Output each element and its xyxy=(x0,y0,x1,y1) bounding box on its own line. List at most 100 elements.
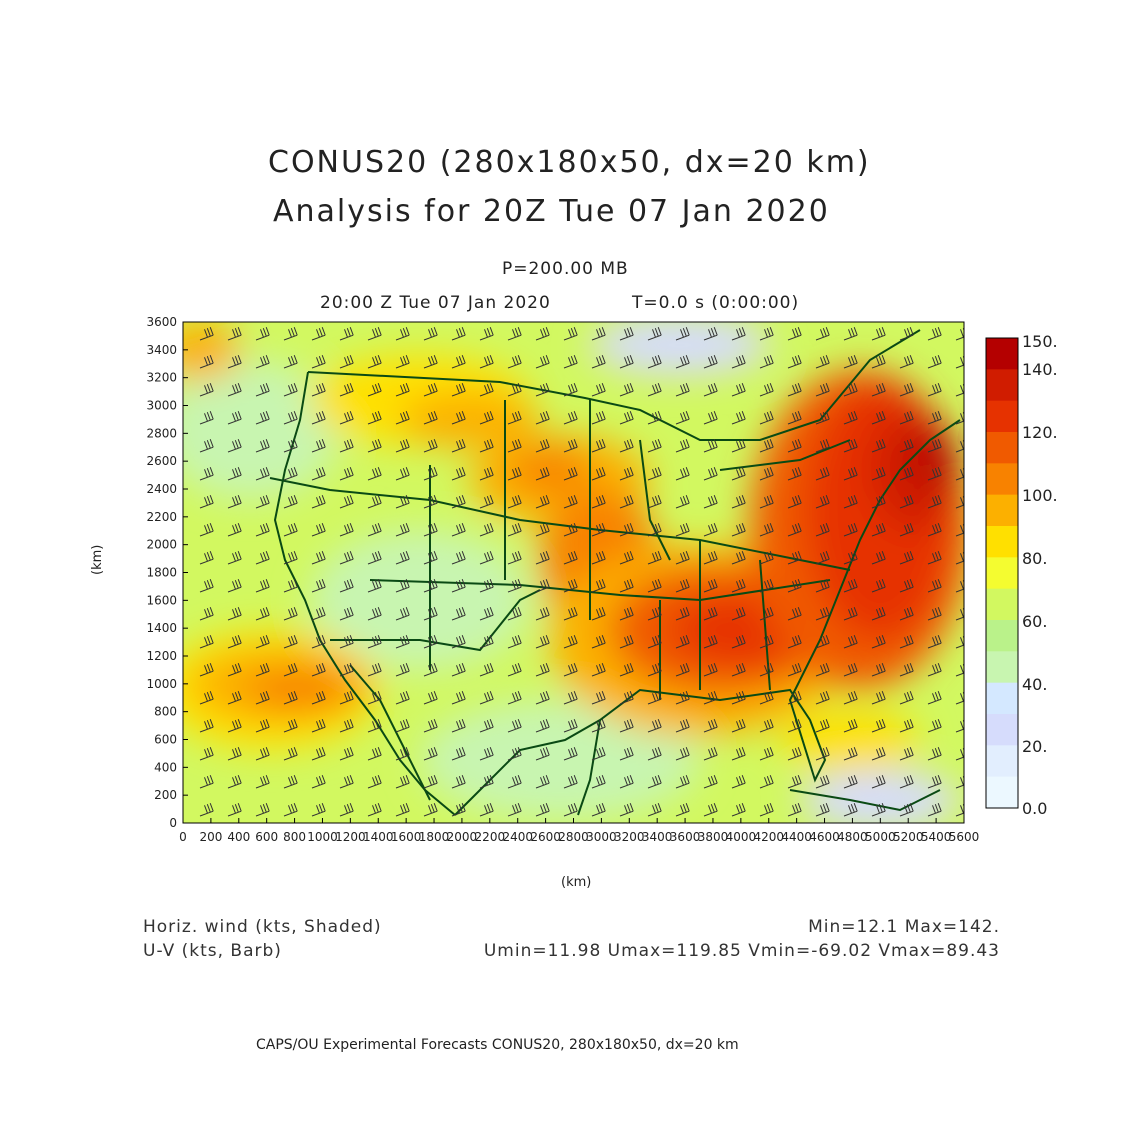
wind-barb xyxy=(227,719,242,733)
wind-barb xyxy=(647,635,662,649)
wind-barb xyxy=(843,803,858,817)
wind-barb xyxy=(955,384,964,397)
wind-barb xyxy=(479,803,494,817)
y-tick-label: 2200 xyxy=(146,510,177,524)
wind-barb xyxy=(479,775,494,789)
wind-barb xyxy=(451,691,466,705)
wind-barb xyxy=(815,327,830,341)
wind-barb xyxy=(787,495,802,509)
wind-barb xyxy=(479,691,494,705)
wind-barb xyxy=(563,439,578,453)
wind-barb xyxy=(899,411,914,425)
wind-barb xyxy=(619,803,634,817)
wind-barb xyxy=(199,719,214,733)
wind-barb xyxy=(871,691,886,705)
wind-barb xyxy=(759,719,774,733)
colorbar: 150. 140. 120. 100. 80. 60. 40. 20. 0.0 xyxy=(985,332,1058,818)
wind-barb xyxy=(283,579,298,593)
wind-barb xyxy=(731,747,746,761)
wind-barb xyxy=(899,551,914,565)
wind-barb xyxy=(647,803,662,817)
colorbar-label: 40. xyxy=(1022,675,1047,694)
wind-barb xyxy=(227,411,242,425)
wind-barb xyxy=(423,551,438,565)
wind-barb xyxy=(423,439,438,453)
wind-barb xyxy=(563,635,578,649)
wind-barb xyxy=(339,551,354,565)
wind-barb xyxy=(563,747,578,761)
forecast-time: T=0.0 s (0:00:00) xyxy=(632,293,800,313)
wind-barb xyxy=(507,579,522,593)
y-tick-label: 400 xyxy=(154,760,177,774)
wind-barb xyxy=(479,327,494,341)
wind-barb xyxy=(955,524,964,537)
x-tick-label: 3800 xyxy=(698,830,729,844)
wind-barb xyxy=(367,327,382,341)
wind-barb xyxy=(675,635,690,649)
wind-barb xyxy=(199,355,214,369)
wind-barb xyxy=(199,579,214,593)
wind-barb xyxy=(367,355,382,369)
wind-barb xyxy=(311,803,326,817)
wind-barb xyxy=(703,663,718,677)
wind-barb xyxy=(647,411,662,425)
wind-barb xyxy=(591,327,606,341)
wind-barb xyxy=(899,747,914,761)
wind-barb xyxy=(899,439,914,453)
wind-barb xyxy=(395,383,410,397)
wind-barb xyxy=(647,579,662,593)
wind-barb xyxy=(255,579,270,593)
wind-barb xyxy=(423,607,438,621)
wind-barb xyxy=(535,607,550,621)
wind-barb xyxy=(955,440,964,453)
wind-barb xyxy=(843,523,858,537)
wind-barb xyxy=(535,467,550,481)
wind-barb xyxy=(283,691,298,705)
wind-barb xyxy=(675,467,690,481)
wind-barb xyxy=(871,635,886,649)
wind-barb xyxy=(283,719,298,733)
wind-barb xyxy=(759,803,774,817)
x-tick-label: 2400 xyxy=(502,830,533,844)
wind-barb xyxy=(311,551,326,565)
wind-barb xyxy=(731,691,746,705)
wind-barb xyxy=(311,691,326,705)
wind-barb xyxy=(787,551,802,565)
wind-barb xyxy=(591,551,606,565)
wind-barb xyxy=(563,551,578,565)
wind-barb xyxy=(927,327,942,341)
wind-barb xyxy=(199,663,214,677)
wind-barb xyxy=(843,747,858,761)
y-tick-label: 3600 xyxy=(146,315,177,329)
colorbar-swatch xyxy=(986,620,1018,652)
wind-barb xyxy=(843,607,858,621)
wind-barb xyxy=(311,663,326,677)
wind-barb xyxy=(283,495,298,509)
x-tick-label: 2200 xyxy=(475,830,506,844)
wind-barb xyxy=(423,383,438,397)
wind-barb xyxy=(843,719,858,733)
wind-barb xyxy=(647,355,662,369)
wind-barb xyxy=(423,635,438,649)
wind-barb xyxy=(227,663,242,677)
wind-barb xyxy=(759,691,774,705)
x-tick-label: 5400 xyxy=(921,830,952,844)
wind-barb xyxy=(479,719,494,733)
wind-barb xyxy=(843,663,858,677)
x-tick-label: 1000 xyxy=(307,830,338,844)
wind-barb xyxy=(479,663,494,677)
wind-barb xyxy=(759,355,774,369)
wind-barb xyxy=(703,383,718,397)
x-tick-label: 5600 xyxy=(949,830,980,844)
wind-barb xyxy=(927,523,942,537)
wind-barb xyxy=(899,663,914,677)
wind-barb xyxy=(451,523,466,537)
wind-barb xyxy=(535,635,550,649)
wind-barb xyxy=(675,663,690,677)
wind-barb xyxy=(871,775,886,789)
wind-barb xyxy=(395,355,410,369)
wind-barb xyxy=(955,692,964,705)
wind-barb xyxy=(507,383,522,397)
wind-barb xyxy=(927,439,942,453)
wind-barb xyxy=(255,383,270,397)
